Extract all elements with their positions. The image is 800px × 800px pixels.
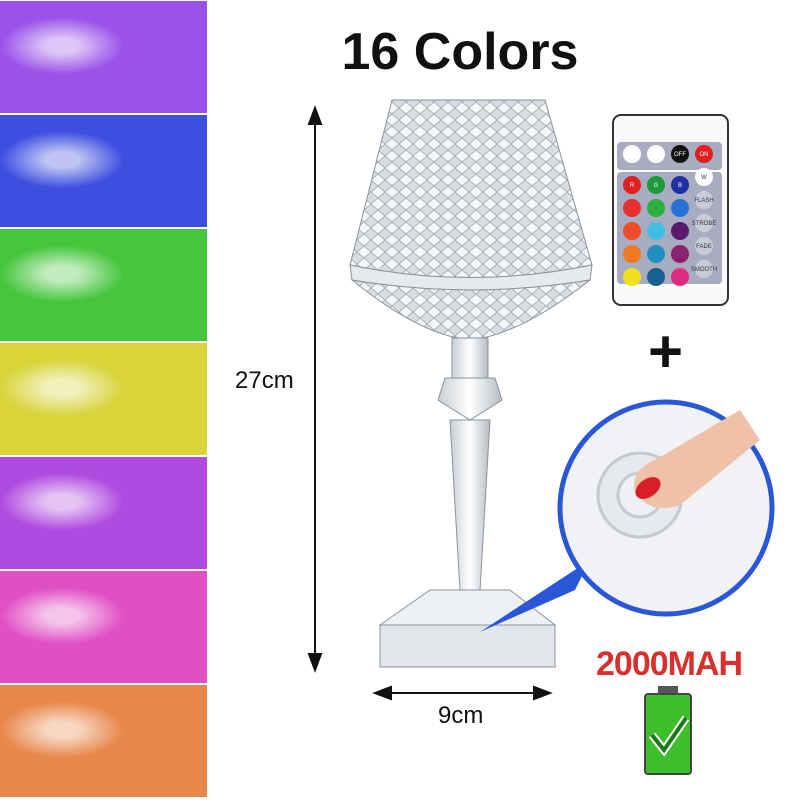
- battery-full-check-icon: [644, 686, 692, 775]
- brightness-up-key: [623, 145, 641, 163]
- color-key: [671, 222, 689, 240]
- off-key: [671, 145, 689, 163]
- mode-key: [695, 260, 713, 278]
- color-key: [623, 222, 641, 240]
- remote-key-label: ON: [700, 152, 709, 158]
- color-tile: [0, 457, 207, 569]
- remote-key-label: W: [701, 175, 707, 181]
- remote-control: OFF ON R G B W FLASH STROBE FADE SMOOTH: [612, 114, 729, 306]
- remote-key-label: G: [654, 183, 659, 189]
- color-tile: [0, 571, 207, 683]
- mode-key: [695, 214, 713, 232]
- white-key: [695, 168, 713, 186]
- battery-capacity: 2000MAH: [596, 645, 743, 683]
- mode-key: [695, 191, 713, 209]
- mode-key: [695, 237, 713, 255]
- remote-key-label: FLASH: [694, 198, 713, 204]
- page-title: 16 Colors: [341, 23, 579, 81]
- height-label: 27cm: [235, 367, 294, 394]
- plus-sign: +: [648, 318, 684, 385]
- width-label: 9cm: [438, 702, 484, 729]
- remote-key-label: STROBE: [692, 221, 717, 227]
- touch-button-inset: [557, 399, 775, 617]
- remote-key-label: B: [678, 183, 682, 189]
- color-key: [623, 176, 641, 194]
- color-key: [647, 245, 665, 263]
- finger-touch-icon: [634, 410, 760, 509]
- color-key: [647, 199, 665, 217]
- color-key: [623, 199, 641, 217]
- color-key: [623, 245, 641, 263]
- remote-key-label: FADE: [696, 244, 712, 250]
- crystal-lamp: [349, 99, 593, 668]
- color-tile: [0, 343, 207, 455]
- color-key: [647, 222, 665, 240]
- color-tile: [0, 229, 207, 341]
- width-dimension-arrow: [372, 685, 553, 701]
- callout-pointer: [480, 560, 590, 632]
- on-key: [695, 145, 713, 163]
- height-dimension-arrow: [307, 105, 323, 673]
- color-tile: [0, 685, 207, 797]
- color-key: [671, 199, 689, 217]
- color-key: [647, 268, 665, 286]
- brightness-down-key: [647, 145, 665, 163]
- remote-key-label: OFF: [674, 152, 686, 158]
- color-tile: [0, 115, 207, 227]
- color-key: [647, 176, 665, 194]
- color-tile: [0, 1, 207, 113]
- color-key: [623, 268, 641, 286]
- color-key: [671, 245, 689, 263]
- remote-key-label: SMOOTH: [691, 267, 717, 273]
- remote-key-label: R: [630, 183, 635, 189]
- color-key: [671, 176, 689, 194]
- color-key: [671, 268, 689, 286]
